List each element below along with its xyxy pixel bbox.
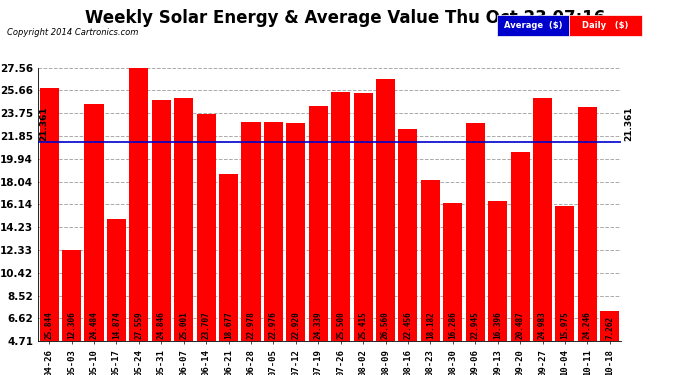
Text: 21.361: 21.361	[40, 106, 49, 141]
Text: 20.487: 20.487	[515, 312, 524, 339]
Bar	[353, 93, 373, 341]
Bar	[308, 106, 328, 341]
Text: 24.339: 24.339	[314, 312, 323, 339]
Text: 15.975: 15.975	[560, 312, 569, 339]
Text: 25.844: 25.844	[45, 312, 54, 339]
Bar	[398, 129, 417, 341]
Bar	[578, 107, 597, 341]
Text: 23.707: 23.707	[201, 312, 210, 339]
Text: 22.945: 22.945	[471, 312, 480, 339]
Bar	[488, 201, 507, 341]
Bar	[241, 122, 261, 341]
Text: 24.484: 24.484	[90, 312, 99, 339]
Text: 25.001: 25.001	[179, 312, 188, 339]
Bar	[197, 114, 216, 341]
Text: 18.677: 18.677	[224, 312, 233, 339]
Bar	[466, 123, 485, 341]
Bar	[421, 180, 440, 341]
Text: Daily   ($): Daily ($)	[582, 21, 629, 30]
Text: 22.976: 22.976	[269, 312, 278, 339]
Text: Copyright 2014 Cartronics.com: Copyright 2014 Cartronics.com	[7, 28, 138, 37]
Text: 24.246: 24.246	[583, 312, 592, 339]
Text: 22.920: 22.920	[291, 312, 300, 339]
Text: Average  ($): Average ($)	[504, 21, 562, 30]
Text: 18.182: 18.182	[426, 312, 435, 339]
Bar	[555, 206, 575, 341]
Bar	[107, 219, 126, 341]
Text: 24.846: 24.846	[157, 312, 166, 339]
Bar	[129, 68, 148, 341]
Text: 22.456: 22.456	[404, 312, 413, 339]
Bar	[376, 80, 395, 341]
Bar	[600, 310, 620, 341]
Text: 16.286: 16.286	[448, 312, 457, 339]
Bar	[443, 202, 462, 341]
Bar	[174, 98, 193, 341]
Text: 25.500: 25.500	[336, 312, 345, 339]
Bar	[62, 250, 81, 341]
Text: 7.262: 7.262	[605, 316, 614, 339]
Bar	[286, 123, 306, 341]
Bar	[84, 104, 103, 341]
Text: 21.361: 21.361	[624, 106, 633, 141]
Bar	[39, 88, 59, 341]
Bar	[533, 98, 552, 341]
Text: 22.978: 22.978	[246, 312, 255, 339]
Text: 12.306: 12.306	[67, 312, 76, 339]
Text: Weekly Solar Energy & Average Value Thu Oct 23 07:16: Weekly Solar Energy & Average Value Thu …	[85, 9, 605, 27]
Text: 26.560: 26.560	[381, 312, 390, 339]
Text: 27.559: 27.559	[135, 312, 144, 339]
Text: 14.874: 14.874	[112, 312, 121, 339]
Text: 16.396: 16.396	[493, 312, 502, 339]
Bar	[331, 92, 351, 341]
Bar	[264, 122, 283, 341]
Bar	[511, 152, 530, 341]
Text: 24.983: 24.983	[538, 312, 547, 339]
Text: 25.415: 25.415	[359, 312, 368, 339]
Bar	[219, 174, 238, 341]
Bar	[152, 100, 171, 341]
